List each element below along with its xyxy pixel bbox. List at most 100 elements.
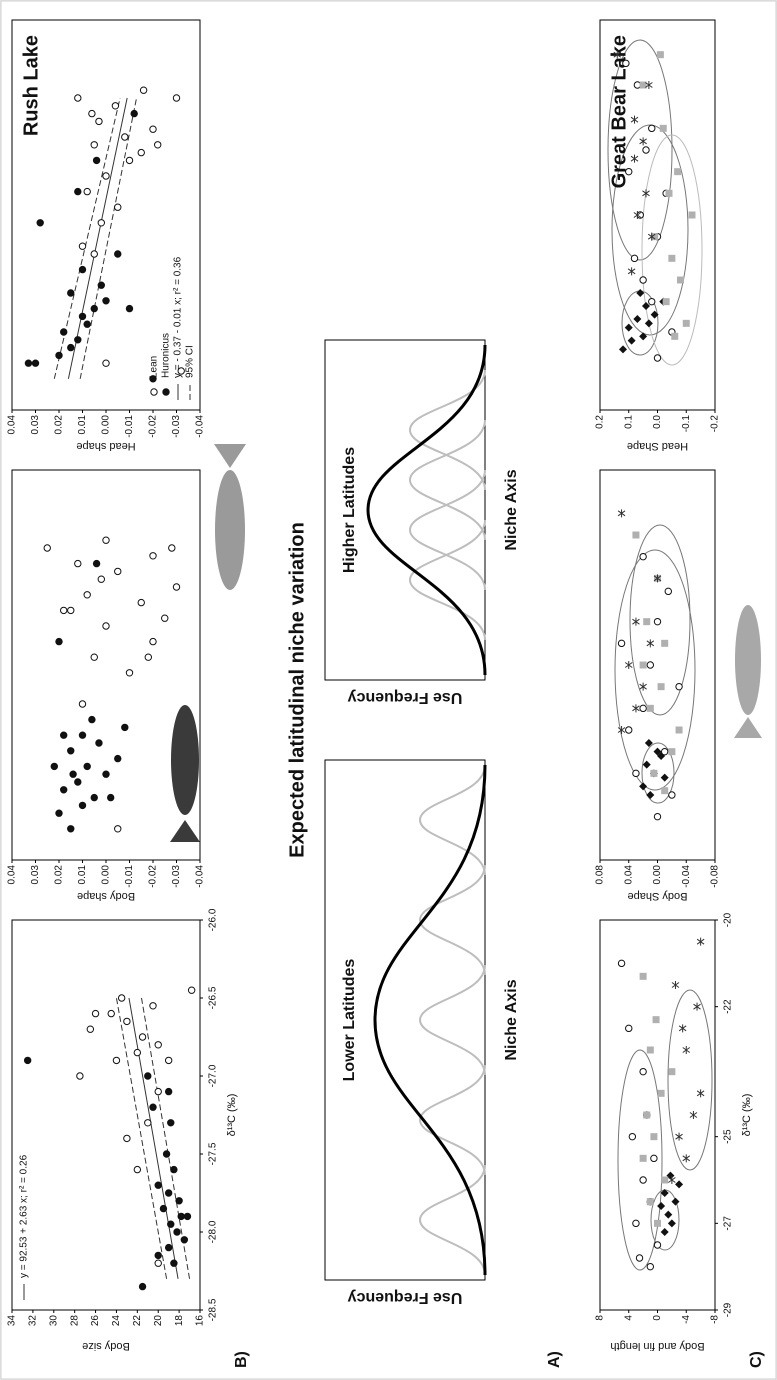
point: [150, 1104, 156, 1110]
point: [138, 149, 144, 155]
point: [139, 1283, 145, 1289]
point: [640, 277, 646, 283]
y-tick-label: -0.03: [171, 865, 182, 888]
niche-x-label: Niche Axis: [503, 469, 520, 550]
point: [75, 188, 81, 194]
point: [649, 298, 655, 304]
point: [89, 716, 95, 722]
point: [671, 333, 678, 340]
point: [640, 662, 647, 669]
point: [165, 1190, 171, 1196]
point: [168, 1221, 174, 1227]
y-tick-label: 0.00: [652, 865, 663, 885]
point: [68, 826, 74, 832]
point: [162, 615, 168, 621]
point: [79, 313, 85, 319]
point: [115, 568, 121, 574]
point: [668, 1068, 675, 1075]
point: [108, 1010, 114, 1016]
point: [173, 95, 179, 101]
point: [626, 168, 632, 174]
y-tick-label: 30: [48, 1315, 59, 1327]
point: [96, 118, 102, 124]
point: [126, 157, 132, 163]
point: [103, 298, 109, 304]
y-tick-label: -0.02: [148, 865, 159, 888]
point: [145, 1073, 151, 1079]
y-tick-label: 0: [652, 1315, 663, 1321]
point: [61, 607, 67, 613]
point: [155, 1182, 161, 1188]
point: [160, 1205, 166, 1211]
point: [150, 1003, 156, 1009]
point: [103, 623, 109, 629]
y-tick-label: -0.08: [710, 865, 721, 888]
point: [56, 810, 62, 816]
x-tick-label: -26.5: [208, 986, 219, 1009]
y-axis-label: Body shape: [77, 890, 135, 902]
y-tick-label: 0.04: [7, 415, 18, 435]
point: [640, 705, 646, 711]
point: [666, 190, 673, 197]
y-tick-label: -0.01: [124, 865, 135, 888]
point: [654, 618, 660, 624]
point: [61, 329, 67, 335]
y-tick-label: 0.0: [652, 415, 663, 429]
point: [56, 638, 62, 644]
point: [171, 1166, 177, 1172]
y-tick-label: -0.04: [681, 865, 692, 888]
point: [634, 82, 640, 88]
y-tick-label: 0.01: [77, 415, 88, 435]
point: [661, 748, 667, 754]
y-tick-label: -0.04: [195, 865, 206, 888]
legend-label: Huronicus: [161, 333, 172, 378]
point: [168, 1120, 174, 1126]
point: [669, 792, 675, 798]
y-tick-label: -4: [681, 1315, 692, 1324]
y-tick-label: 16: [195, 1315, 206, 1327]
point: [77, 1073, 83, 1079]
point: [79, 243, 85, 249]
x-tick-label: -27.0: [208, 1064, 219, 1087]
point: [139, 1034, 145, 1040]
point: [140, 87, 146, 93]
point: [633, 1220, 639, 1226]
y-tick-label: -0.1: [681, 415, 692, 433]
point: [665, 588, 671, 594]
point: [103, 771, 109, 777]
point: [113, 1057, 119, 1063]
point: [674, 168, 681, 175]
panel-label: B): [233, 1351, 250, 1368]
y-tick-label: -0.04: [195, 415, 206, 438]
point: [89, 110, 95, 116]
point: [653, 1016, 660, 1023]
point: [91, 794, 97, 800]
diagram-title: Expected latitudinal niche variation: [286, 522, 308, 858]
point: [68, 344, 74, 350]
y-tick-label: 0.02: [54, 415, 65, 435]
point: [663, 298, 670, 305]
point: [124, 1135, 130, 1141]
point: [75, 560, 81, 566]
point: [131, 110, 137, 116]
y-tick-label: 0.01: [77, 865, 88, 885]
x-tick-label: -25: [723, 1129, 734, 1144]
point: [689, 212, 696, 219]
point: [98, 282, 104, 288]
point: [32, 360, 38, 366]
point: [84, 188, 90, 194]
point: [647, 1263, 653, 1269]
point: [184, 1213, 190, 1219]
point: [155, 1042, 161, 1048]
point: [188, 987, 194, 993]
x-tick-label: -22: [723, 999, 734, 1014]
point: [165, 1244, 171, 1250]
y-tick-label: 0.2: [595, 415, 606, 429]
point: [79, 802, 85, 808]
point: [661, 787, 668, 794]
point: [84, 763, 90, 769]
niche-x-label: Niche Axis: [503, 979, 520, 1060]
point: [68, 290, 74, 296]
point: [115, 755, 121, 761]
y-tick-label: 24: [111, 1315, 122, 1327]
